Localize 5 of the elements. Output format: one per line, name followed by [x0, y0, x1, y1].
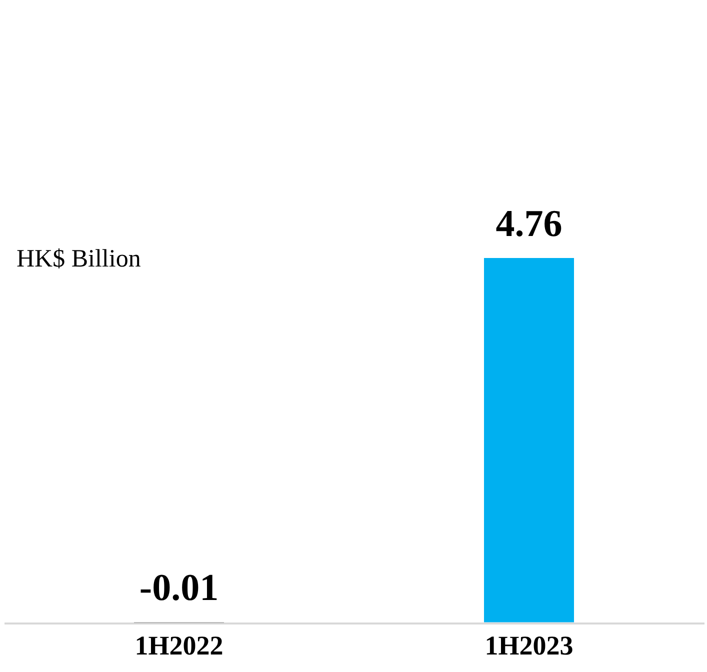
x-tick-label: 1H2023: [484, 630, 574, 660]
y-axis-title: HK$ Billion: [16, 246, 142, 272]
data-label: 4.76: [496, 203, 562, 245]
data-label: -0.01: [139, 567, 219, 610]
x-tick-label: 1H2022: [134, 630, 224, 660]
